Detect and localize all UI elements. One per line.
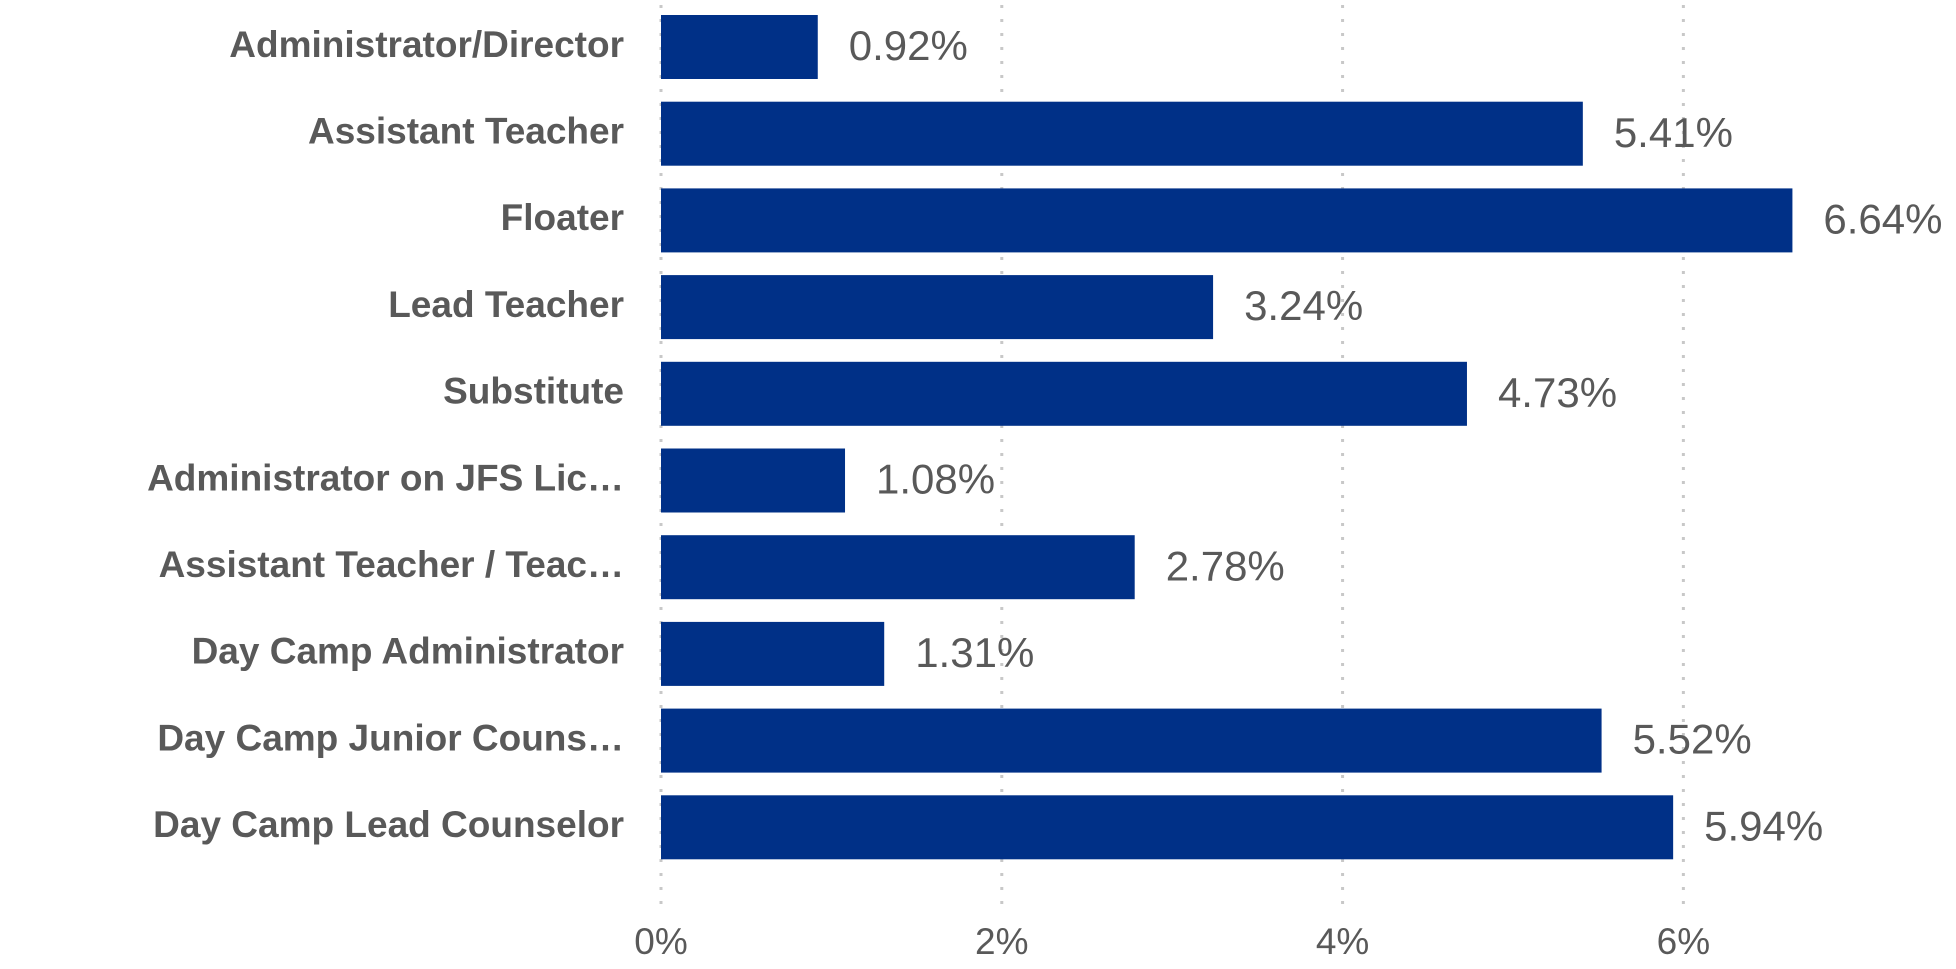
- bar: [661, 535, 1135, 600]
- value-label: 5.94%: [1704, 802, 1823, 849]
- value-label: 1.08%: [876, 456, 995, 503]
- value-label: 5.52%: [1633, 716, 1752, 763]
- category-label: Substitute: [443, 371, 624, 412]
- bar: [661, 448, 846, 513]
- x-tick-label: 4%: [1316, 921, 1369, 962]
- category-label: Assistant Teacher: [308, 110, 624, 151]
- bar: [661, 708, 1602, 773]
- value-label: 5.41%: [1614, 109, 1733, 156]
- bar: [661, 795, 1674, 860]
- value-label: 2.78%: [1166, 542, 1285, 589]
- value-label: 0.92%: [849, 22, 968, 69]
- category-label: Administrator/Director: [229, 24, 624, 65]
- category-label: Lead Teacher: [388, 284, 624, 325]
- category-label: Floater: [501, 197, 624, 238]
- bar: [661, 361, 1467, 426]
- bar: [661, 275, 1214, 340]
- category-label: Day Camp Junior Couns…: [157, 717, 624, 758]
- category-label: Assistant Teacher / Teac…: [159, 544, 624, 585]
- x-tick-label: 0%: [634, 921, 687, 962]
- bar: [661, 15, 818, 79]
- bar: [661, 188, 1793, 253]
- category-label: Day Camp Lead Counselor: [153, 804, 624, 845]
- value-label: 6.64%: [1823, 195, 1942, 242]
- category-label: Administrator on JFS Lic…: [147, 457, 624, 498]
- x-tick-label: 2%: [975, 921, 1028, 962]
- value-label: 3.24%: [1244, 282, 1363, 329]
- category-label: Day Camp Administrator: [192, 631, 624, 672]
- x-tick-label: 6%: [1657, 921, 1710, 962]
- value-label: 1.31%: [915, 629, 1034, 676]
- value-label: 4.73%: [1498, 369, 1617, 416]
- bar: [661, 101, 1583, 166]
- bar: [661, 621, 885, 686]
